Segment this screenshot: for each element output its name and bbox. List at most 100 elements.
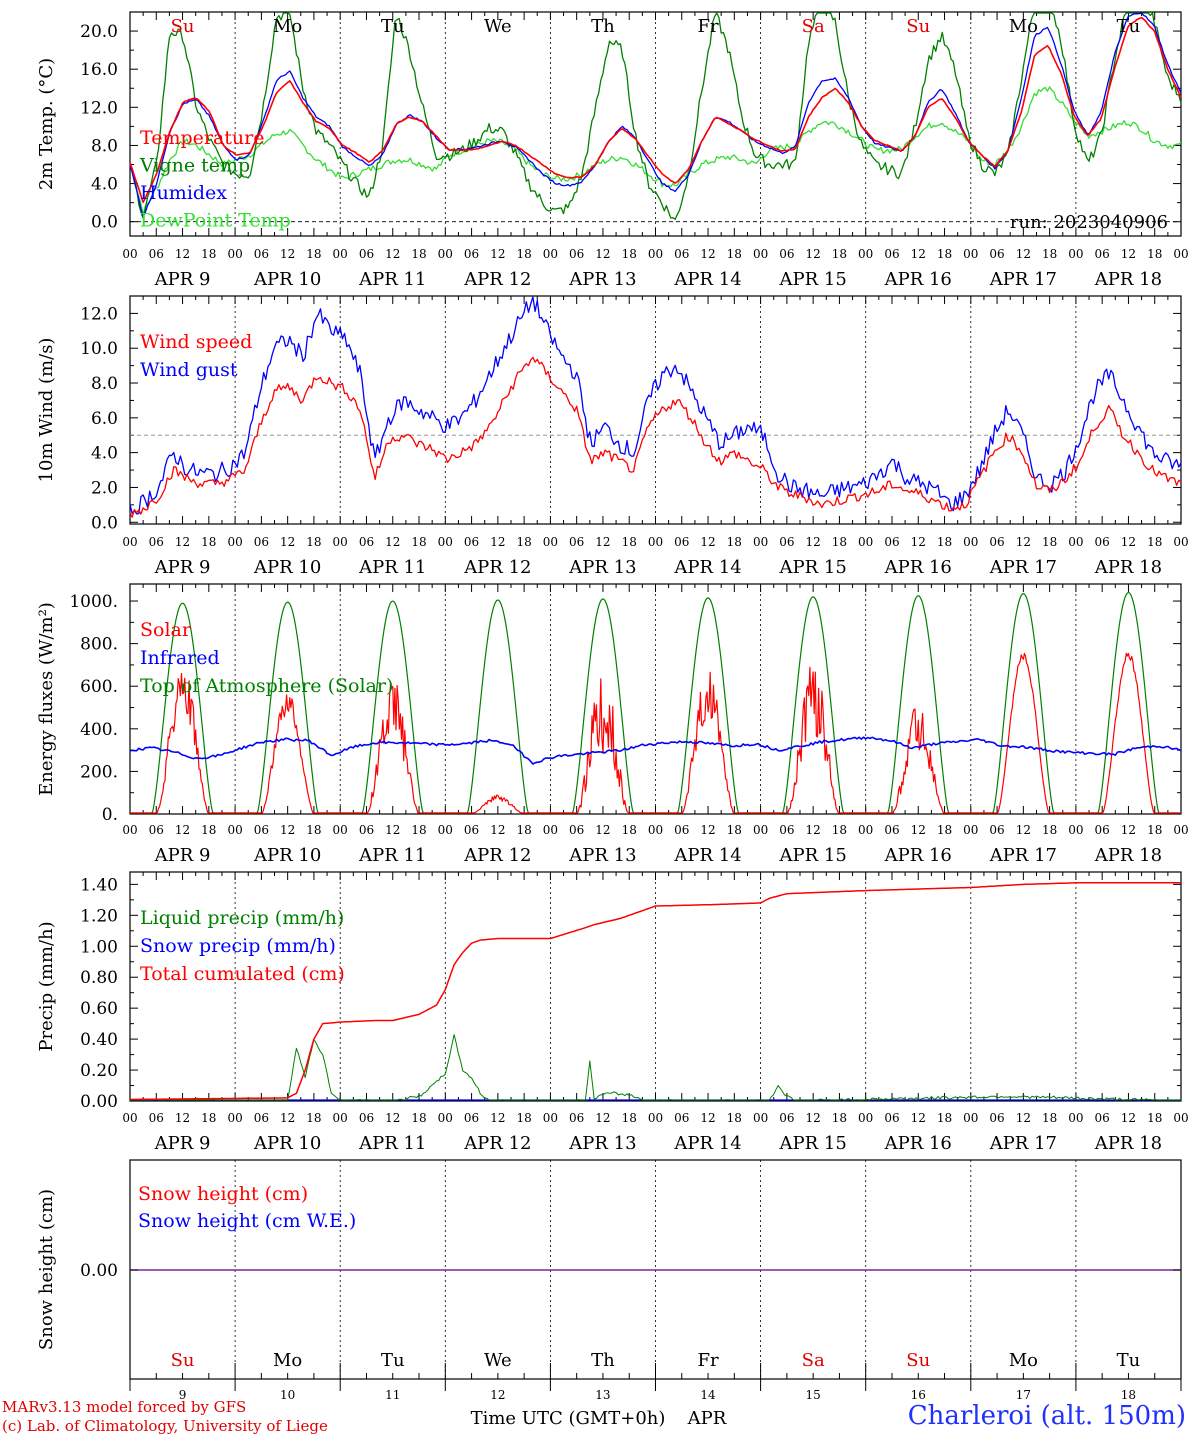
series-wind-gust: [129, 296, 1182, 515]
hour-tick-label: 00: [543, 535, 558, 549]
y-tick-label: 1.20: [80, 906, 118, 926]
legend-vigne-temp: Vigne temp: [139, 155, 250, 177]
hour-tick-label: 18: [306, 535, 321, 549]
hour-tick-label: 12: [1121, 823, 1136, 837]
hour-tick-label: 00: [1173, 1111, 1188, 1125]
day-label: APR 17: [989, 269, 1057, 290]
hour-tick-label: 00: [648, 823, 663, 837]
hour-tick-label: 00: [1068, 1111, 1083, 1125]
hour-tick-label: 06: [149, 823, 164, 837]
hour-tick-label: 12: [806, 1111, 821, 1125]
hour-tick-label: 18: [201, 247, 216, 261]
hour-tick-label: 00: [333, 823, 348, 837]
hour-tick-label: 18: [306, 247, 321, 261]
hour-tick-label: 06: [464, 247, 479, 261]
hour-tick-label: 18: [1042, 247, 1057, 261]
hour-tick-label: 12: [175, 1111, 190, 1125]
legend-snow-height-cm-w-e: Snow height (cm W.E.): [138, 1210, 356, 1232]
legend-wind-speed: Wind speed: [140, 331, 252, 353]
hour-tick-label: 00: [543, 247, 558, 261]
day-label: APR 9: [154, 1133, 211, 1154]
y-tick-label: 600.: [80, 677, 118, 697]
hour-tick-label: 00: [963, 1111, 978, 1125]
hour-tick-label: 06: [149, 535, 164, 549]
hour-tick-label: 18: [411, 823, 426, 837]
hour-tick-label: 06: [1095, 247, 1110, 261]
bottom-day-number: 16: [911, 1388, 926, 1402]
day-label: APR 10: [253, 1133, 321, 1154]
day-label: APR 12: [463, 845, 531, 866]
day-label: APR 12: [463, 1133, 531, 1154]
hour-tick-label: 00: [438, 1111, 453, 1125]
hour-tick-label: 06: [149, 247, 164, 261]
x-axis-month: APR: [687, 1408, 727, 1429]
hour-tick-label: 00: [122, 247, 137, 261]
hour-tick-label: 12: [700, 247, 715, 261]
legend-dewpoint-temp: DewPoint Temp: [140, 210, 291, 232]
hour-tick-label: 18: [411, 535, 426, 549]
hour-tick-label: 18: [306, 1111, 321, 1125]
day-label: APR 16: [884, 557, 952, 578]
hour-tick-label: 12: [1121, 535, 1136, 549]
hour-tick-label: 18: [622, 1111, 637, 1125]
hour-tick-label: 18: [727, 247, 742, 261]
series-total-cumulated: [129, 882, 1181, 1101]
day-label: APR 14: [673, 1133, 741, 1154]
hour-tick-label: 18: [727, 535, 742, 549]
y-tick-label: 200.: [80, 762, 118, 782]
hour-tick-label: 18: [1042, 535, 1057, 549]
y-tick-label: 8.0: [91, 374, 118, 394]
y-tick-label: 16.0: [80, 60, 118, 80]
day-name-bottom: Sa: [802, 1350, 825, 1371]
hour-tick-label: 06: [254, 823, 269, 837]
hour-tick-label: 18: [411, 1111, 426, 1125]
hour-tick-label: 18: [937, 1111, 952, 1125]
series-vigne-temp: [129, 12, 1182, 220]
hour-tick-label: 06: [359, 535, 374, 549]
day-name-top: Th: [591, 16, 615, 37]
y-tick-label: 0.00: [80, 1261, 118, 1281]
hour-tick-label: 06: [254, 247, 269, 261]
hour-tick-label: 12: [911, 247, 926, 261]
hour-tick-label: 00: [122, 1111, 137, 1125]
hour-tick-label: 12: [385, 535, 400, 549]
hour-tick-label: 18: [937, 535, 952, 549]
hour-tick-label: 00: [963, 247, 978, 261]
bottom-day-number: 14: [700, 1388, 716, 1402]
bottom-day-number: 11: [385, 1388, 400, 1402]
hour-tick-label: 06: [674, 247, 689, 261]
y-tick-label: 1.00: [80, 937, 118, 957]
hour-tick-label: 00: [648, 535, 663, 549]
hour-tick-label: 06: [569, 823, 584, 837]
hour-tick-label: 12: [385, 1111, 400, 1125]
day-name-bottom: Su: [171, 1350, 195, 1371]
hour-tick-label: 18: [832, 823, 847, 837]
hour-tick-label: 06: [1095, 535, 1110, 549]
hour-tick-label: 12: [700, 823, 715, 837]
hour-tick-label: 12: [175, 247, 190, 261]
hour-tick-label: 12: [385, 823, 400, 837]
day-label: APR 11: [358, 845, 426, 866]
hour-tick-label: 12: [1016, 823, 1031, 837]
hour-tick-label: 12: [806, 535, 821, 549]
hour-tick-label: 00: [122, 823, 137, 837]
day-name-top: Mo: [1009, 16, 1038, 37]
hour-tick-label: 00: [1173, 247, 1188, 261]
hour-tick-label: 06: [884, 1111, 899, 1125]
y-tick-label: 0.0: [91, 213, 118, 233]
hour-tick-label: 00: [753, 823, 768, 837]
y-tick-label: 0.20: [80, 1061, 118, 1081]
day-name-top: Mo: [273, 16, 302, 37]
day-label: APR 17: [989, 1133, 1057, 1154]
day-name-bottom: Th: [591, 1350, 615, 1371]
y-tick-label: 8.0: [91, 136, 118, 156]
hour-tick-label: 18: [411, 247, 426, 261]
run-annotation: run: 2023040906: [1010, 212, 1168, 233]
hour-tick-label: 18: [201, 1111, 216, 1125]
bottom-day-number: 15: [806, 1388, 821, 1402]
series-solar: [130, 652, 1180, 814]
panel-4-ylabel: Precip (mm/h): [36, 921, 57, 1051]
y-tick-label: 400.: [80, 720, 118, 740]
hour-tick-label: 12: [175, 535, 190, 549]
series-wind-speed: [129, 356, 1182, 518]
